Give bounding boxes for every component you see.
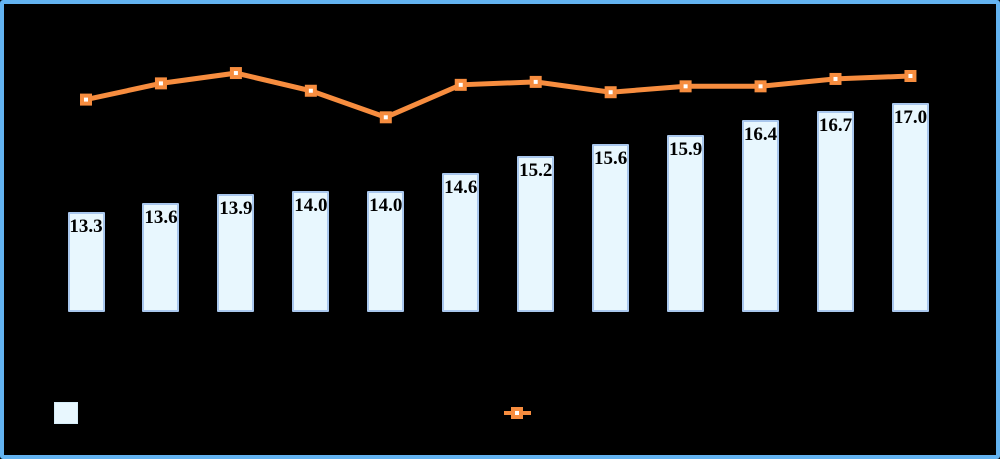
line-marker-dot	[683, 84, 688, 89]
bar-data-label: 16.7	[818, 115, 853, 137]
bar	[442, 173, 480, 312]
bar-data-label: 14.6	[444, 177, 478, 199]
legend-line-swatch-icon	[504, 405, 531, 421]
bar-data-label: 15.9	[668, 139, 703, 160]
bar	[667, 135, 705, 312]
line-marker-dot	[608, 90, 613, 95]
line-path	[85, 70, 911, 120]
bar	[891, 102, 929, 312]
bar-data-label: 14.0	[369, 195, 403, 217]
line-marker-dot	[84, 97, 88, 102]
bar	[517, 155, 555, 312]
line-marker-dot	[458, 82, 463, 87]
bar	[817, 111, 854, 312]
line-marker-dot	[383, 115, 388, 120]
bar	[367, 191, 405, 312]
line-marker-dot	[533, 79, 538, 84]
line-marker-dot	[158, 81, 163, 86]
legend-line-marker-dot	[515, 411, 519, 415]
bar-data-label: 13.6	[144, 206, 178, 228]
bar-data-label: 14.0	[294, 195, 328, 217]
bar-data-label: 15.2	[519, 159, 553, 181]
bar-data-label: 17.0	[893, 106, 928, 128]
bar-data-label: 13.3	[69, 215, 103, 237]
bar	[742, 120, 780, 312]
bar	[67, 211, 105, 312]
bar-data-label: 15.6	[594, 147, 628, 169]
bar	[142, 202, 180, 312]
line-marker-dot	[758, 84, 763, 89]
bar-data-label: 16.4	[743, 124, 778, 146]
legend-bar-swatch-icon	[54, 402, 78, 424]
line-marker-dot	[233, 71, 238, 76]
line-marker-dot	[308, 88, 313, 93]
line-marker-dot	[908, 74, 913, 78]
bar	[217, 194, 255, 312]
bar	[592, 143, 630, 312]
line-marker-dot	[833, 76, 838, 81]
bar	[292, 191, 330, 312]
bar-data-label: 13.9	[219, 198, 253, 219]
